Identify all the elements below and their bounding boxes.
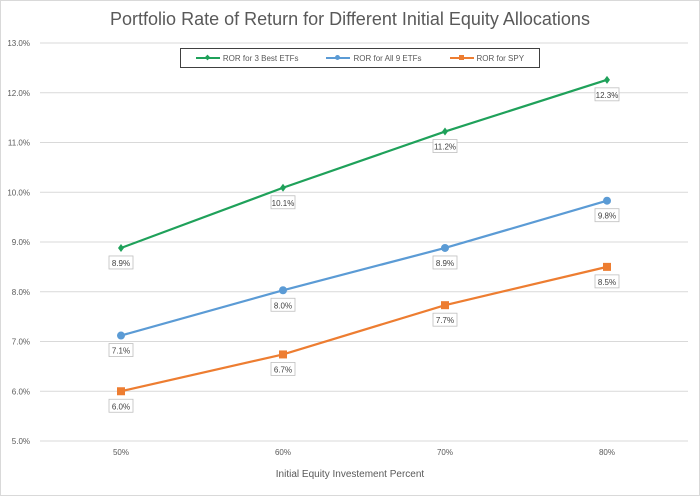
data-label-box bbox=[594, 274, 620, 289]
data-point bbox=[279, 286, 287, 295]
data-label-box bbox=[594, 208, 620, 223]
legend-item-spy: ROR for SPY bbox=[449, 53, 525, 63]
y-tick-label: 9.0% bbox=[12, 238, 30, 247]
data-label-box bbox=[432, 255, 458, 270]
data-label-box bbox=[108, 255, 134, 270]
data-point bbox=[441, 243, 449, 252]
data-label-box bbox=[432, 312, 458, 327]
data-point bbox=[117, 387, 125, 396]
y-tick-label: 13.0% bbox=[7, 39, 30, 48]
chart-title: Portfolio Rate of Return for Different I… bbox=[110, 9, 590, 29]
data-label: 6.7% bbox=[274, 365, 292, 374]
series-line bbox=[120, 199, 608, 337]
data-label-box bbox=[270, 362, 296, 376]
y-tick-label: 6.0% bbox=[12, 387, 30, 396]
series-line bbox=[120, 78, 608, 250]
data-point bbox=[604, 75, 610, 84]
x-tick-label: 50% bbox=[113, 448, 129, 457]
data-label-box bbox=[270, 297, 296, 312]
data-label-box bbox=[594, 87, 620, 102]
data-label: 8.9% bbox=[112, 259, 130, 268]
legend-swatch bbox=[326, 55, 351, 60]
legend-label: ROR for 3 Best ETFs bbox=[222, 53, 299, 63]
y-tick-label: 11.0% bbox=[8, 139, 30, 148]
legend-swatch bbox=[195, 54, 220, 61]
data-label: 9.8% bbox=[598, 212, 616, 221]
data-point bbox=[280, 183, 286, 192]
data-label: 10.1% bbox=[272, 199, 295, 208]
data-point bbox=[442, 127, 448, 136]
legend: ROR for 3 Best ETFs ROR for All 9 ETFs R… bbox=[180, 48, 540, 68]
series-line bbox=[120, 265, 608, 393]
data-label: 7.7% bbox=[436, 316, 454, 325]
legend-swatch bbox=[449, 55, 474, 60]
data-point bbox=[117, 331, 125, 340]
y-tick-label: 8.0% bbox=[12, 288, 30, 297]
data-point bbox=[603, 262, 611, 271]
data-label-box bbox=[108, 398, 134, 413]
data-label: 6.0% bbox=[112, 402, 130, 411]
legend-item-3-best-etfs: ROR for 3 Best ETFs bbox=[195, 53, 299, 63]
legend-label: ROR for All 9 ETFs bbox=[353, 53, 422, 63]
data-label: 8.0% bbox=[274, 301, 292, 310]
data-point bbox=[603, 196, 611, 205]
data-point bbox=[279, 350, 287, 359]
x-tick-label: 80% bbox=[599, 448, 615, 457]
data-label-box bbox=[432, 139, 458, 153]
y-tick-label: 5.0% bbox=[12, 437, 30, 446]
data-label-box bbox=[108, 343, 134, 357]
legend-label: ROR for SPY bbox=[476, 53, 525, 63]
data-point bbox=[441, 301, 449, 310]
data-label: 12.3% bbox=[596, 91, 619, 100]
y-tick-label: 12.0% bbox=[7, 89, 30, 98]
data-point bbox=[118, 243, 124, 252]
y-tick-label: 10.0% bbox=[7, 188, 30, 197]
x-axis-title: Initial Equity Investement Percent bbox=[275, 469, 425, 480]
data-label: 8.9% bbox=[436, 259, 454, 268]
legend-item-all-9-etfs: ROR for All 9 ETFs bbox=[326, 53, 422, 63]
x-tick-label: 60% bbox=[275, 448, 291, 457]
y-tick-label: 7.0% bbox=[12, 338, 30, 347]
data-label: 7.1% bbox=[112, 347, 130, 356]
data-label: 11.2% bbox=[434, 143, 456, 152]
data-label: 8.5% bbox=[598, 278, 616, 287]
x-tick-label: 70% bbox=[437, 448, 453, 457]
data-label-box bbox=[270, 195, 296, 210]
